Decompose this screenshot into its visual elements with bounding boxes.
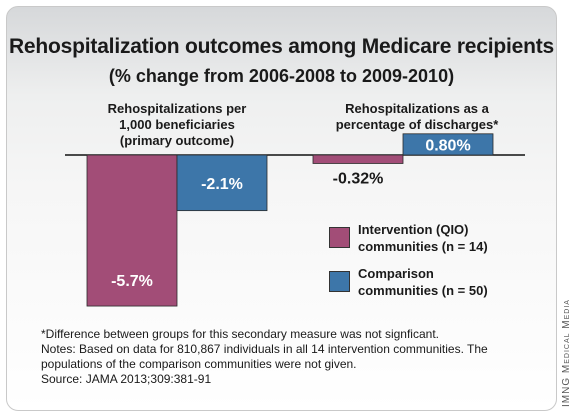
legend-swatch-comparison xyxy=(329,271,350,292)
group-label-secondary: Rehospitalizations as a percentage of di… xyxy=(335,101,499,132)
bar-label-series0-group1: -0.32% xyxy=(333,170,384,187)
media-credit: IMNG Medical Media xyxy=(561,299,572,407)
bar-label-series1-group1: 0.80% xyxy=(425,137,470,154)
bar-label-series1-group0: -2.1% xyxy=(201,176,243,193)
note-source: Source: JAMA 2013;309:381-91 xyxy=(41,372,212,386)
chart-title: Rehospitalization outcomes among Medicar… xyxy=(8,35,555,58)
legend-item-intervention: Intervention (QIO) communities (n = 14) xyxy=(329,221,488,255)
note-data-basis: Notes: Based on data for 810,867 individ… xyxy=(41,342,488,371)
note-significance: *Difference between groups for this seco… xyxy=(41,327,439,341)
legend-item-comparison: Comparison communities (n = 50) xyxy=(329,265,488,299)
chart-panel: Rehospitalization outcomes among Medicar… xyxy=(6,6,557,411)
bar-series0-group0 xyxy=(86,154,178,307)
bar-series0-group1 xyxy=(312,154,404,164)
bar-label-series0-group0: -5.7% xyxy=(111,273,153,290)
chart-notes: *Difference between groups for this seco… xyxy=(41,327,531,387)
legend-label-intervention: Intervention (QIO) communities (n = 14) xyxy=(358,222,488,254)
bar-chart: -5.7% -0.32% -2.1% 0.80% xyxy=(65,133,525,307)
group-label-primary: Rehospitalizations per 1,000 beneficiari… xyxy=(107,101,247,148)
bar-series1-group0 xyxy=(176,154,268,212)
chart-subtitle: (% change from 2006-2008 to 2009-2010) xyxy=(108,66,455,86)
bar-series1-group1 xyxy=(402,133,494,156)
legend-label-comparison: Comparison communities (n = 50) xyxy=(358,266,488,298)
legend-swatch-intervention xyxy=(329,227,350,248)
